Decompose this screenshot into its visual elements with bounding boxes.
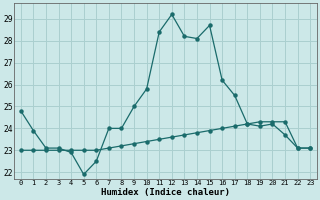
X-axis label: Humidex (Indice chaleur): Humidex (Indice chaleur) [101,188,230,197]
